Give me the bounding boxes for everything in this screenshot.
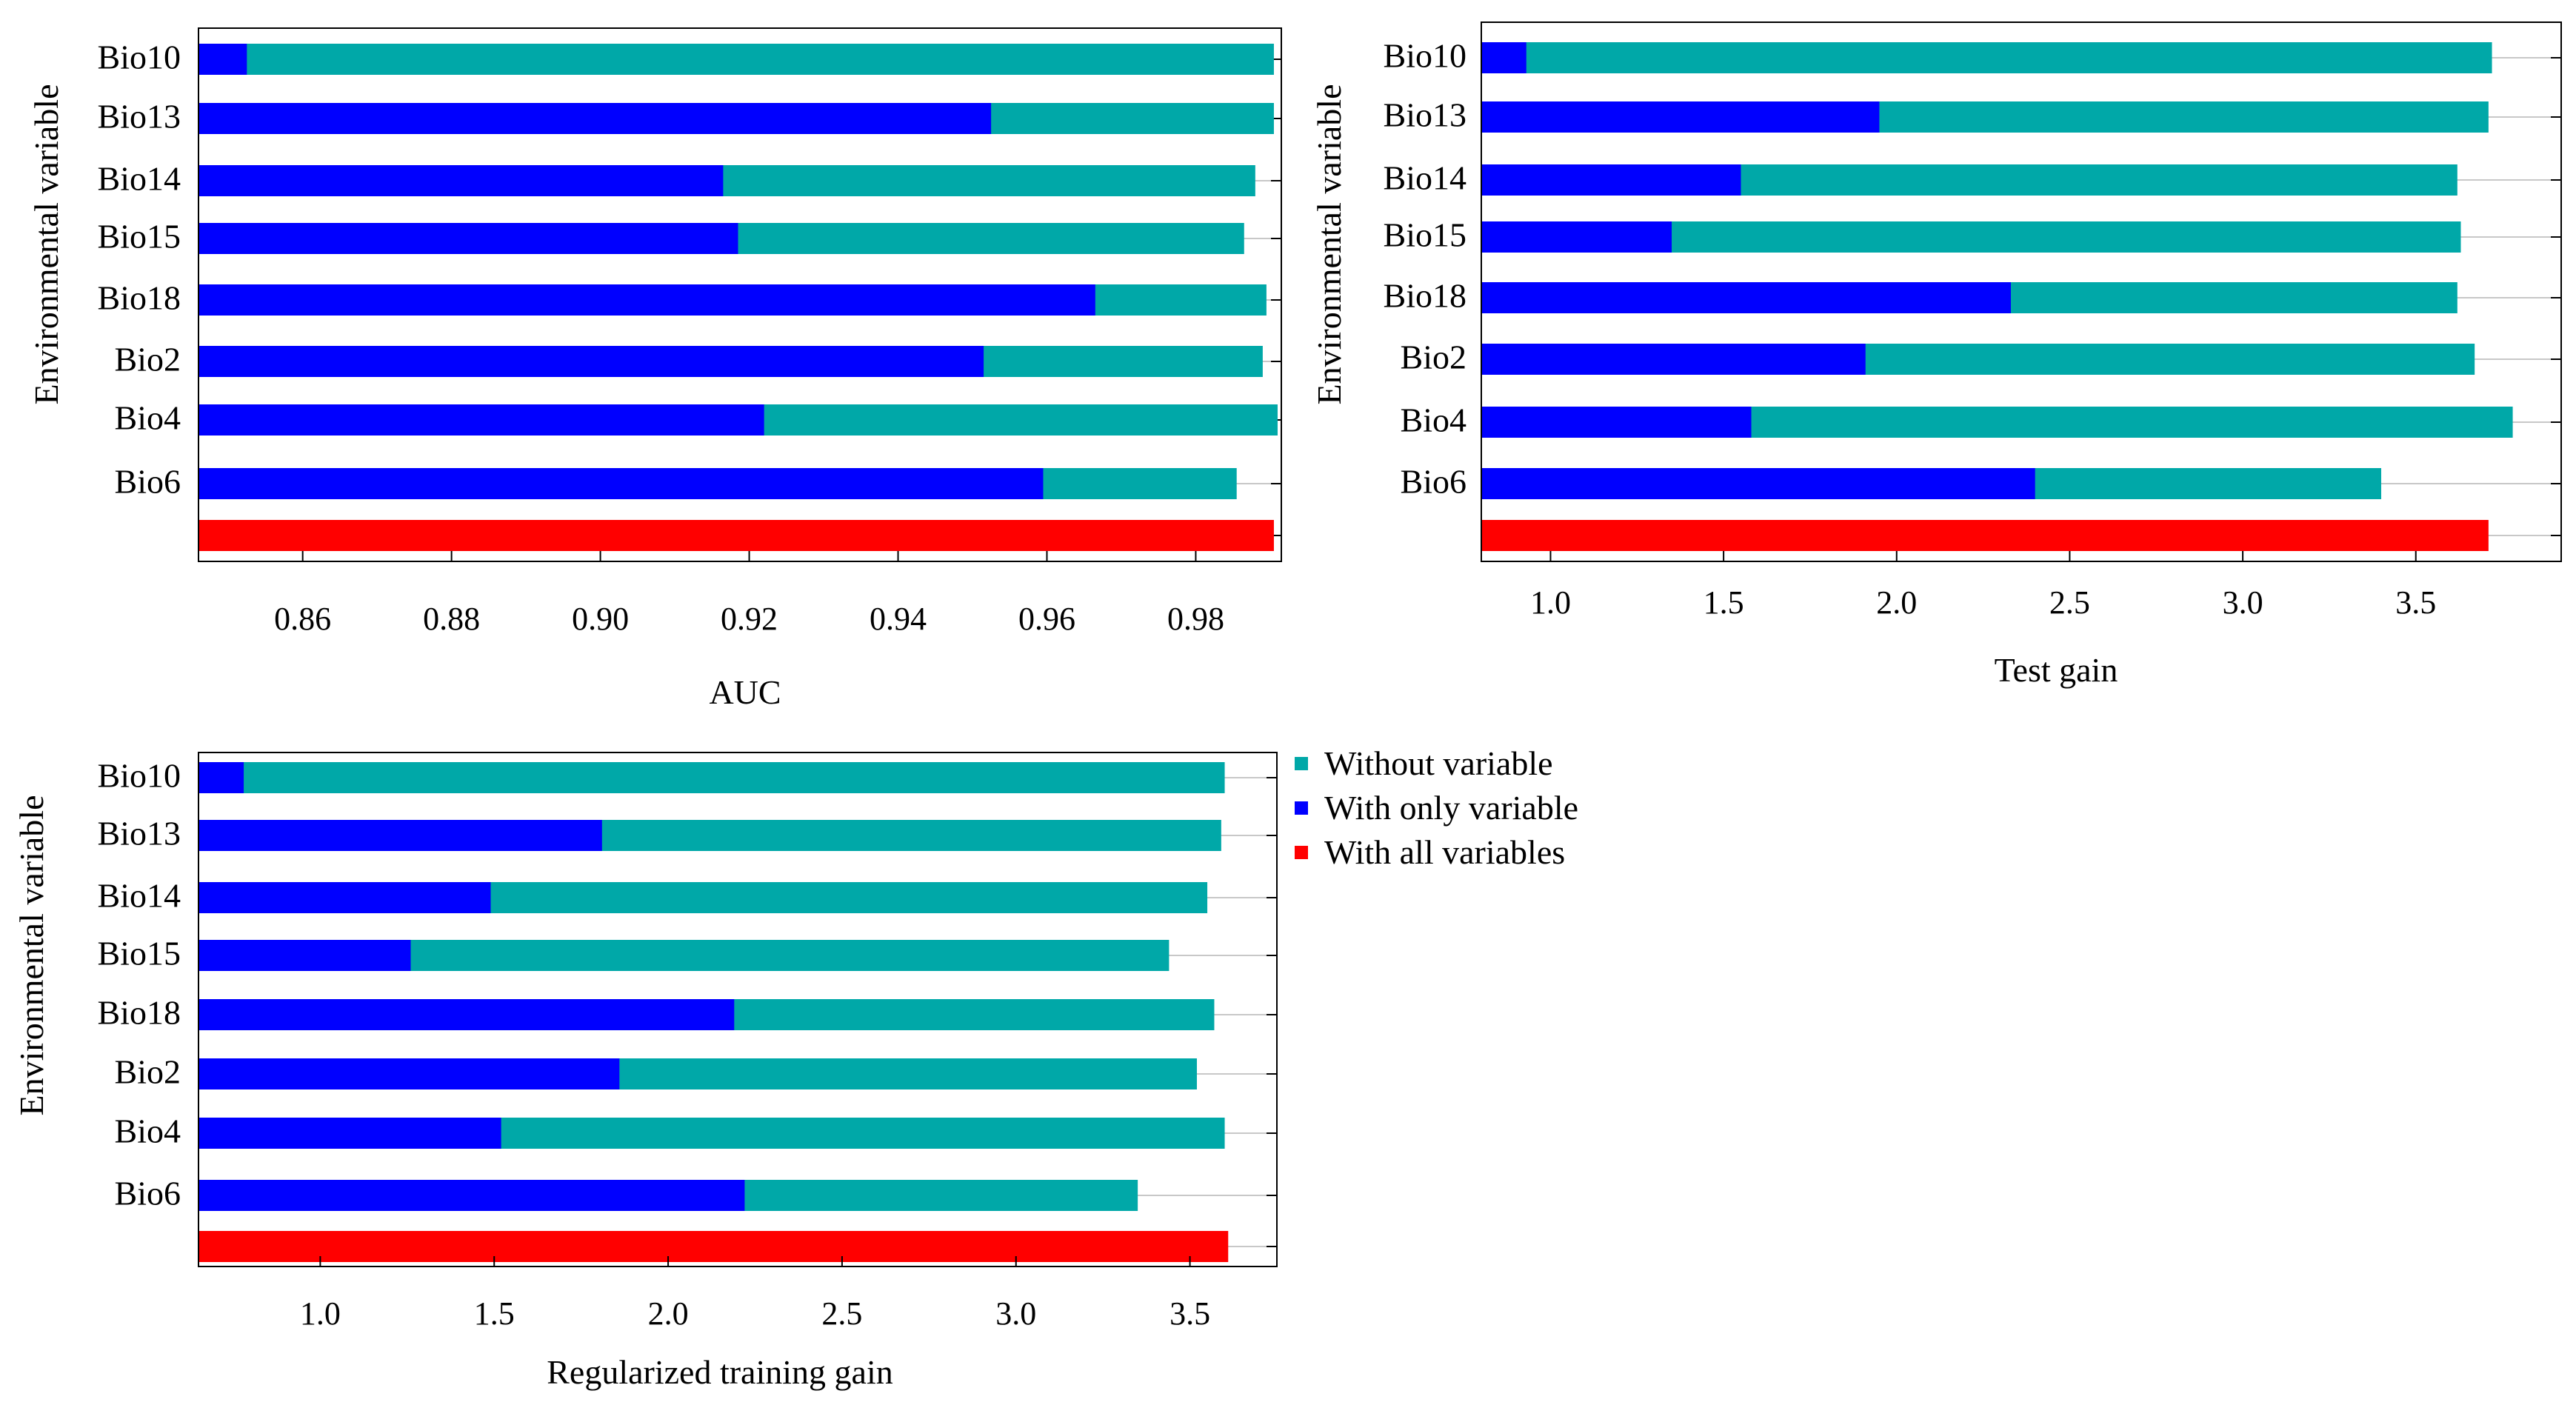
auc-bar-with-only-bio18 (198, 284, 1095, 316)
auc-bar-with-only-bio14 (198, 165, 724, 196)
regularized-training-gain-x-tick-label: 3.0 (995, 1295, 1036, 1332)
auc-category-label: Bio13 (98, 98, 181, 136)
auc-category-label: Bio2 (115, 341, 181, 378)
regularized-training-gain-bar-with-only-bio15 (198, 940, 411, 971)
auc-x-tick-label: 0.98 (1167, 601, 1224, 637)
regularized-training-gain-bar-without-bio10 (198, 762, 1225, 793)
auc-bar-with-all-variables (198, 520, 1274, 551)
auc-bar-with-only-bio15 (198, 223, 738, 254)
auc-x-tick-label: 0.86 (274, 601, 331, 637)
test-gain-category-label: Bio18 (1384, 277, 1466, 315)
legend-label-with-all-variables: With all variables (1324, 833, 1565, 871)
regularized-training-gain-xlabel: Regularized training gain (547, 1353, 893, 1391)
regularized-training-gain-bar-with-all-variables (198, 1231, 1229, 1262)
auc-category-label: Bio4 (115, 399, 181, 437)
auc-x-tick-label: 0.94 (870, 601, 927, 637)
auc-x-tick-label: 0.90 (572, 601, 629, 637)
test-gain-bar-with-only-bio10 (1481, 42, 1526, 73)
test-gain-ylabel: Environmental variable (1310, 84, 1348, 404)
regularized-training-gain-category-label: Bio14 (98, 877, 181, 915)
test-gain-category-label: Bio4 (1401, 401, 1466, 439)
auc-bar-with-only-bio4 (198, 404, 764, 435)
legend-swatch-with-all-variables (1295, 846, 1308, 859)
test-gain-bar-without-bio10 (1481, 42, 2492, 73)
regularized-training-gain-x-tick-label: 1.0 (300, 1295, 341, 1332)
test-gain-x-tick-label: 2.5 (2049, 584, 2090, 621)
regularized-training-gain-bar-with-only-bio4 (198, 1118, 501, 1149)
regularized-training-gain-chart: Environmental variable Regularized train… (13, 752, 1278, 1391)
test-gain-category-label: Bio14 (1384, 159, 1466, 197)
auc-xlabel: AUC (709, 673, 781, 711)
auc-plot-frame (198, 27, 1282, 562)
test-gain-xlabel: Test gain (1995, 651, 2118, 689)
auc-category-label: Bio18 (98, 279, 181, 317)
test-gain-x-tick-label: 3.0 (2223, 584, 2263, 621)
regularized-training-gain-category-label: Bio18 (98, 994, 181, 1032)
legend-label-with-only-variable: With only variable (1324, 789, 1578, 827)
test-gain-x-tick-label: 2.0 (1876, 584, 1917, 621)
test-gain-category-label: Bio13 (1384, 96, 1466, 134)
regularized-training-gain-bar-with-only-bio13 (198, 820, 602, 851)
regularized-training-gain-bar-with-only-bio10 (198, 762, 244, 793)
regularized-training-gain-category-label: Bio13 (98, 815, 181, 852)
regularized-training-gain-x-tick-label: 2.5 (821, 1295, 862, 1332)
test-gain-category-label: Bio10 (1384, 37, 1466, 75)
legend-swatch-without-variable (1295, 757, 1308, 770)
test-gain-bar-with-only-bio4 (1481, 407, 1752, 438)
regularized-training-gain-category-label: Bio6 (115, 1175, 181, 1212)
regularized-training-gain-bar-with-only-bio2 (198, 1058, 620, 1089)
auc-x-tick-label: 0.92 (721, 601, 778, 637)
auc-bar-with-only-bio10 (198, 44, 247, 75)
legend-label-without-variable: Without variable (1324, 744, 1553, 782)
auc-ylabel: Environmental variable (27, 84, 65, 404)
test-gain-category-label: Bio6 (1401, 463, 1466, 501)
regularized-training-gain-category-label: Bio15 (98, 935, 181, 972)
auc-chart: Environmental variable AUC Bio10 Bio13 Bio… (27, 27, 1282, 711)
test-gain-bar-with-only-bio13 (1481, 101, 1880, 133)
auc-bar-with-only-bio2 (198, 346, 984, 377)
regularized-training-gain-bar-with-only-bio18 (198, 999, 735, 1030)
test-gain-x-tick-label: 3.5 (2395, 584, 2436, 621)
regularized-training-gain-bar-with-only-bio14 (198, 882, 491, 913)
regularized-training-gain-category-label: Bio4 (115, 1112, 181, 1150)
regularized-training-gain-plot-frame (198, 752, 1278, 1267)
test-gain-chart: Environmental variable Test gain Bio10 Bi… (1310, 21, 2562, 689)
auc-x-tick-label: 0.96 (1018, 601, 1075, 637)
auc-category-label: Bio15 (98, 218, 181, 256)
test-gain-bar-with-only-bio15 (1481, 221, 1672, 253)
legend-swatch-with-only-variable (1295, 801, 1308, 815)
test-gain-bar-with-only-bio6 (1481, 468, 2035, 499)
test-gain-x-tick-label: 1.5 (1704, 584, 1744, 621)
test-gain-plot-frame (1481, 21, 2562, 562)
legend: Without variable With only variable With… (1295, 744, 1578, 871)
auc-x-tick-label: 0.88 (423, 601, 480, 637)
auc-bar-without-bio10 (198, 44, 1274, 75)
regularized-training-gain-x-tick-label: 1.5 (474, 1295, 515, 1332)
regularized-training-gain-ylabel: Environmental variable (13, 795, 50, 1115)
regularized-training-gain-category-label: Bio10 (98, 757, 181, 795)
auc-category-label: Bio14 (98, 160, 181, 198)
auc-category-label: Bio10 (98, 39, 181, 76)
regularized-training-gain-category-label: Bio2 (115, 1053, 181, 1091)
regularized-training-gain-x-tick-label: 2.0 (648, 1295, 689, 1332)
test-gain-bar-with-only-bio14 (1481, 164, 1741, 196)
auc-bar-with-only-bio6 (198, 468, 1044, 499)
auc-category-label: Bio6 (115, 463, 181, 501)
test-gain-category-label: Bio2 (1401, 338, 1466, 376)
test-gain-bar-with-only-bio2 (1481, 344, 1866, 375)
test-gain-x-tick-label: 1.0 (1530, 584, 1571, 621)
auc-bar-with-only-bio13 (198, 103, 992, 134)
regularized-training-gain-x-tick-label: 3.5 (1169, 1295, 1210, 1332)
test-gain-category-label: Bio15 (1384, 216, 1466, 254)
regularized-training-gain-bar-with-only-bio6 (198, 1180, 745, 1211)
test-gain-bar-with-all-variables (1481, 520, 2489, 551)
test-gain-bar-with-only-bio18 (1481, 282, 2011, 313)
